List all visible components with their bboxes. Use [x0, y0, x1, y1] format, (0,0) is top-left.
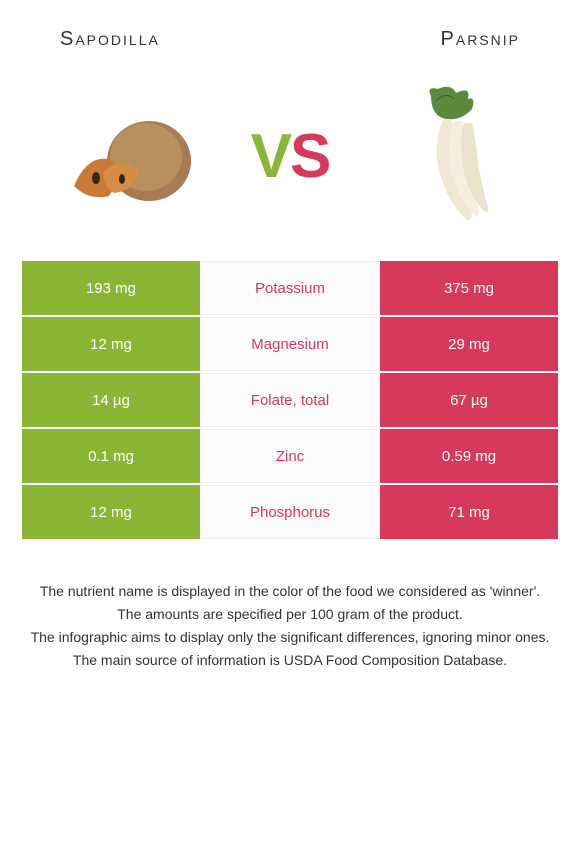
sapodilla-image	[54, 81, 204, 231]
footnote-line: The amounts are specified per 100 gram o…	[20, 604, 560, 625]
right-value: 29 mg	[380, 317, 558, 371]
table-row: 193 mg Potassium 375 mg	[22, 261, 558, 315]
right-value: 71 mg	[380, 485, 558, 539]
nutrient-table: 193 mg Potassium 375 mg 12 mg Magnesium …	[0, 261, 580, 539]
table-row: 12 mg Phosphorus 71 mg	[22, 485, 558, 539]
nutrient-label: Magnesium	[200, 317, 380, 371]
nutrient-label: Zinc	[200, 429, 380, 483]
left-value: 14 µg	[22, 373, 200, 427]
images-row: VS	[0, 61, 580, 261]
table-row: 0.1 mg Zinc 0.59 mg	[22, 429, 558, 483]
footnote-line: The nutrient name is displayed in the co…	[20, 581, 560, 602]
right-value: 0.59 mg	[380, 429, 558, 483]
vs-s: S	[290, 122, 329, 191]
vs-label: VS	[251, 121, 330, 192]
right-value: 375 mg	[380, 261, 558, 315]
vs-v: V	[251, 122, 290, 191]
right-food-title: Parsnip	[441, 28, 520, 51]
left-value: 193 mg	[22, 261, 200, 315]
nutrient-label: Phosphorus	[200, 485, 380, 539]
parsnip-image	[376, 81, 526, 231]
header: Sapodilla Parsnip	[0, 0, 580, 61]
left-value: 0.1 mg	[22, 429, 200, 483]
footnote-line: The main source of information is USDA F…	[20, 650, 560, 671]
table-row: 14 µg Folate, total 67 µg	[22, 373, 558, 427]
left-value: 12 mg	[22, 485, 200, 539]
right-value: 67 µg	[380, 373, 558, 427]
nutrient-label: Folate, total	[200, 373, 380, 427]
table-row: 12 mg Magnesium 29 mg	[22, 317, 558, 371]
footnote-line: The infographic aims to display only the…	[20, 627, 560, 648]
left-value: 12 mg	[22, 317, 200, 371]
footnotes: The nutrient name is displayed in the co…	[0, 541, 580, 671]
nutrient-label: Potassium	[200, 261, 380, 315]
left-food-title: Sapodilla	[60, 28, 160, 51]
